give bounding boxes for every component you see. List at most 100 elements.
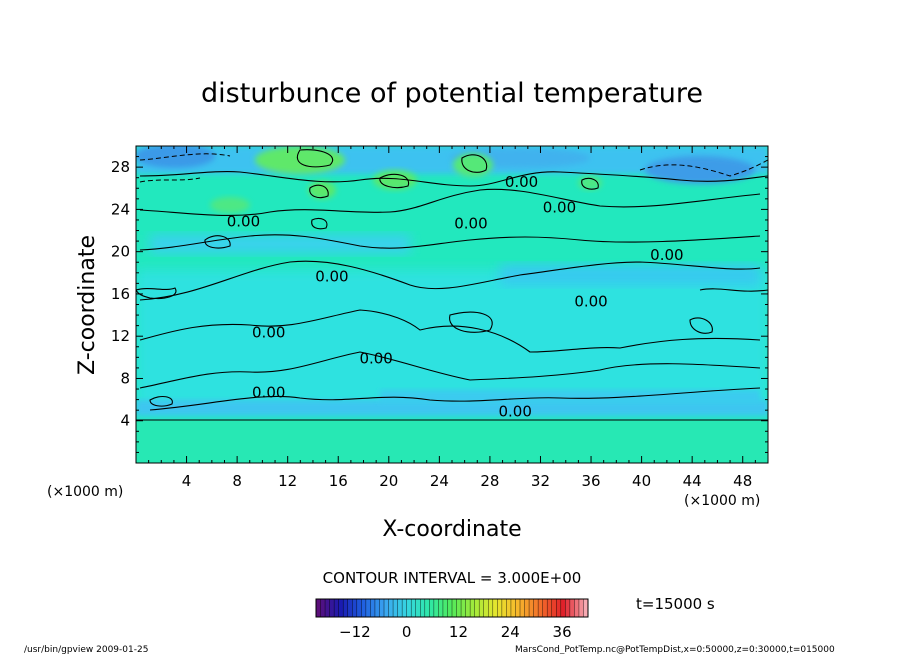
colorbar-swatch bbox=[411, 599, 417, 617]
contour-line bbox=[699, 288, 768, 292]
x-tick-label: 44 bbox=[683, 472, 702, 490]
colorbar-swatch bbox=[352, 599, 358, 617]
contour-line bbox=[297, 149, 333, 168]
colorbar-swatch bbox=[338, 599, 344, 617]
colorbar-swatch bbox=[374, 599, 380, 617]
colorbar-tick-label: 24 bbox=[501, 623, 520, 641]
colorbar-tick-label: 0 bbox=[402, 623, 412, 641]
time-label: t=15000 s bbox=[636, 595, 715, 613]
y-tick-label: 8 bbox=[120, 369, 130, 387]
contour-labels: 0.00 0.00 0.00 0.00 0.00 0.00 0.00 0.00 0.00 0.00… bbox=[227, 173, 684, 420]
contour-label: 0.00 bbox=[650, 246, 683, 264]
field-streak bbox=[500, 265, 760, 285]
colorbar-swatch bbox=[529, 599, 534, 617]
colorbar-swatch bbox=[361, 599, 367, 617]
contour-label: 0.00 bbox=[252, 323, 285, 341]
colorbar-swatch bbox=[465, 599, 471, 617]
colorbar-swatch bbox=[442, 599, 448, 617]
x-tick-label: 32 bbox=[531, 472, 550, 490]
colorbar-frame bbox=[315, 598, 589, 618]
colorbar-swatch bbox=[406, 599, 412, 617]
colorbar-swatch bbox=[501, 599, 507, 617]
x-tick-label: 4 bbox=[182, 472, 192, 490]
contour-label: 0.00 bbox=[252, 383, 285, 401]
x-axis: 4 8 12 16 20 24 28 32 36 40 44 48 bbox=[148, 146, 756, 490]
colorbar-swatch bbox=[483, 599, 489, 617]
colorbar-swatch bbox=[583, 599, 589, 617]
colorbar-swatch bbox=[343, 599, 349, 617]
colorbar-swatch bbox=[578, 599, 584, 617]
colorbar-swatch bbox=[447, 599, 453, 617]
x-tick-label: 24 bbox=[430, 472, 449, 490]
colorbar-swatch bbox=[461, 599, 466, 617]
colorbar-swatch bbox=[569, 599, 575, 617]
colorbar-swatch bbox=[560, 599, 566, 617]
colorbar-swatch bbox=[384, 599, 389, 617]
contour-line bbox=[139, 260, 761, 301]
contour-label: 0.00 bbox=[454, 214, 487, 232]
colorbar-swatch bbox=[393, 599, 398, 617]
y-axis-title: Z-coordinate bbox=[75, 235, 100, 375]
contour-line-negative bbox=[139, 153, 231, 161]
colorbar-swatch bbox=[497, 599, 503, 617]
colorbar-swatch bbox=[524, 599, 530, 617]
contour-line bbox=[139, 188, 761, 217]
colorbar-swatch bbox=[370, 599, 376, 617]
colorbar-swatch bbox=[470, 599, 476, 617]
field-bottom bbox=[136, 420, 768, 463]
footer-left: /usr/bin/gpview 2009-01-25 bbox=[24, 645, 148, 654]
contour-line-negative bbox=[639, 159, 768, 177]
contour-line bbox=[689, 317, 713, 334]
contour-label: 0.00 bbox=[498, 403, 531, 421]
colorbar-swatch bbox=[402, 599, 408, 617]
colorbar-swatch bbox=[452, 599, 457, 617]
colorbar-swatch bbox=[334, 599, 340, 617]
y-tick-label: 4 bbox=[120, 412, 130, 430]
contour-label: 0.00 bbox=[505, 173, 538, 191]
x-tick-label: 16 bbox=[329, 472, 348, 490]
x-axis-unit-right: (×1000 m) bbox=[684, 493, 760, 509]
colorbar-swatch bbox=[429, 599, 435, 617]
y-tick-label: 12 bbox=[111, 327, 130, 345]
footer-right: MarsCond_PotTemp.nc@PotTempDist,x=0:5000… bbox=[515, 645, 835, 654]
colorbar-swatch bbox=[547, 599, 553, 617]
chart-title: disturbunce of potential temperature bbox=[201, 78, 703, 109]
contour-lines-negative bbox=[139, 153, 768, 183]
colorbar-swatch bbox=[542, 599, 548, 617]
contour-line bbox=[461, 154, 488, 173]
colorbar-swatch bbox=[388, 599, 394, 617]
x-tick-label: 36 bbox=[581, 472, 600, 490]
contour-label: 0.00 bbox=[315, 267, 348, 285]
colorbar-swatch bbox=[492, 599, 498, 617]
field-cold-spot bbox=[645, 156, 755, 184]
x-tick-label: 28 bbox=[480, 472, 499, 490]
colorbar-tick-label: 36 bbox=[553, 623, 572, 641]
field-streak bbox=[150, 235, 410, 253]
contour-line bbox=[449, 311, 493, 333]
colorbar-swatch bbox=[565, 599, 571, 617]
x-tick-label: 40 bbox=[632, 472, 651, 490]
colorbar-swatch bbox=[397, 599, 403, 617]
x-tick-label: 12 bbox=[278, 472, 297, 490]
field-band-lower bbox=[136, 270, 768, 410]
colorbar-swatch bbox=[456, 599, 462, 617]
colorbar-swatch bbox=[488, 599, 494, 617]
contour-line bbox=[139, 234, 761, 251]
x-tick-label: 48 bbox=[733, 472, 752, 490]
colorbar-swatch bbox=[424, 599, 430, 617]
colorbar-swatch bbox=[356, 599, 362, 617]
contour-line bbox=[204, 235, 231, 249]
colorbar-swatch bbox=[420, 599, 426, 617]
field-cold-spot bbox=[136, 146, 215, 168]
contour-line bbox=[309, 184, 329, 199]
contour-line bbox=[136, 287, 177, 300]
contour-label: 0.00 bbox=[359, 350, 392, 368]
contour-lines bbox=[136, 149, 768, 421]
contour-line bbox=[139, 309, 761, 353]
colorbar-swatch bbox=[551, 599, 557, 617]
colorbar-swatch bbox=[329, 599, 335, 617]
plot-area bbox=[136, 146, 768, 463]
colorbar-swatch bbox=[510, 599, 516, 617]
contour-label: 0.00 bbox=[227, 212, 260, 230]
